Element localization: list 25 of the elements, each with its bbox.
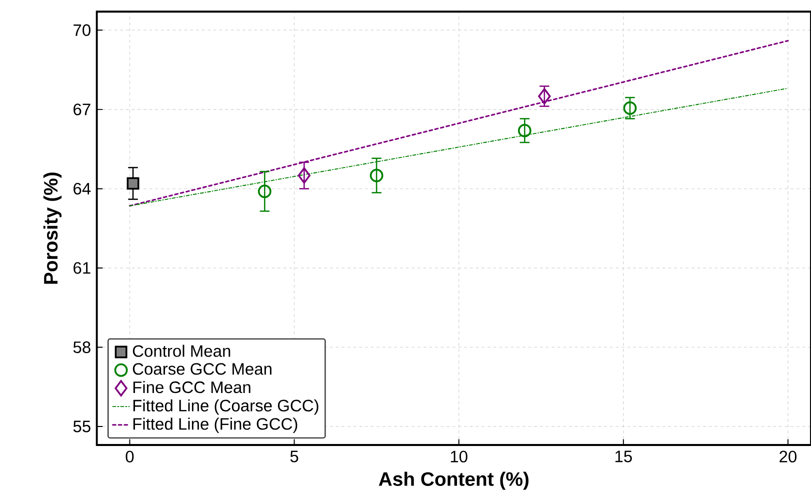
y-tick-label: 55 — [73, 421, 90, 433]
point — [298, 168, 310, 184]
legend-label: Coarse GCC Mean — [132, 363, 272, 376]
x-tick-label: 5 — [290, 450, 298, 463]
x-tick-label: 15 — [615, 450, 632, 463]
point — [370, 169, 384, 182]
point — [538, 88, 551, 105]
point — [126, 177, 140, 190]
legend-label: Fitted Line (Fine GCC) — [133, 418, 298, 434]
point — [518, 124, 532, 138]
point — [623, 102, 637, 116]
y-tick-label: 70 — [74, 24, 90, 36]
x-tick-label: 20 — [780, 450, 797, 463]
x-axis-title: Ash Content (%) — [378, 472, 528, 490]
y-tick-label: 64 — [74, 183, 91, 195]
x-tick-label: 10 — [450, 450, 468, 463]
y-axis-title: Porosity (%) — [43, 172, 62, 284]
point — [258, 184, 272, 198]
x-tick-label: 0 — [126, 450, 134, 463]
y-tick-label: 58 — [73, 342, 90, 354]
legend-label: Fine GCC Mean — [133, 381, 250, 394]
y-tick-label: 67 — [74, 104, 90, 116]
legend-label: Fitted Line (Coarse GCC) — [133, 400, 318, 415]
y-tick-label: 61 — [74, 262, 90, 274]
legend-label: Control Mean — [132, 345, 230, 358]
